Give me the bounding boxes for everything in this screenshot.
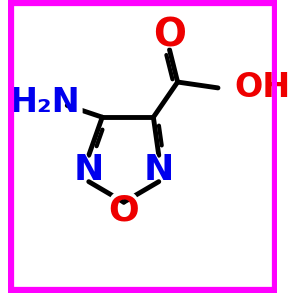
Text: OH: OH: [234, 69, 300, 107]
Text: OH: OH: [234, 71, 290, 104]
Text: H₂N: H₂N: [10, 86, 81, 119]
Text: H₂N: H₂N: [5, 84, 87, 122]
Text: N: N: [141, 149, 176, 191]
Text: O: O: [108, 194, 139, 228]
Text: O: O: [151, 14, 188, 57]
Text: N: N: [144, 153, 174, 187]
Text: O: O: [153, 16, 186, 54]
Text: N: N: [71, 149, 106, 191]
Text: N: N: [74, 153, 104, 187]
Text: O: O: [106, 190, 142, 232]
